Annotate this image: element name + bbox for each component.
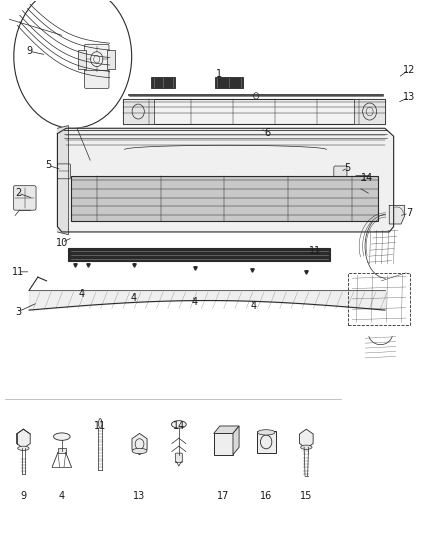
FancyBboxPatch shape [151,77,175,88]
Polygon shape [233,426,239,455]
FancyBboxPatch shape [175,453,182,463]
Text: 4: 4 [251,301,257,311]
Polygon shape [17,429,30,448]
Text: 14: 14 [173,421,185,431]
Text: 1: 1 [216,69,222,79]
Text: 14: 14 [361,173,374,183]
FancyBboxPatch shape [85,70,109,88]
Text: 10: 10 [56,238,68,247]
Text: 5: 5 [46,160,52,171]
Text: 5: 5 [345,163,351,173]
FancyBboxPatch shape [354,99,385,124]
Polygon shape [57,128,394,232]
Polygon shape [132,433,147,455]
FancyBboxPatch shape [57,164,71,179]
Text: 9: 9 [20,491,26,501]
FancyBboxPatch shape [58,448,66,453]
FancyBboxPatch shape [215,77,243,88]
Ellipse shape [300,445,312,449]
FancyBboxPatch shape [257,431,276,453]
Text: 3: 3 [15,306,21,317]
Text: 16: 16 [260,491,272,501]
Text: 11: 11 [309,246,321,255]
FancyBboxPatch shape [214,433,233,455]
Ellipse shape [171,421,186,428]
Text: 4: 4 [131,293,137,303]
FancyBboxPatch shape [71,176,378,221]
Text: 6: 6 [264,127,270,138]
FancyBboxPatch shape [123,99,153,124]
Text: 13: 13 [403,92,415,102]
Ellipse shape [258,430,275,435]
FancyBboxPatch shape [85,44,109,74]
Text: 13: 13 [134,491,146,501]
Polygon shape [214,426,239,433]
FancyBboxPatch shape [107,50,115,69]
Text: 17: 17 [217,491,230,501]
FancyBboxPatch shape [78,50,86,69]
FancyBboxPatch shape [13,185,36,210]
FancyBboxPatch shape [334,166,347,181]
FancyBboxPatch shape [123,99,385,124]
Text: 7: 7 [406,208,412,219]
Polygon shape [300,429,313,448]
Ellipse shape [132,448,147,454]
Text: 11: 11 [94,421,106,431]
Text: 2: 2 [15,188,21,198]
Ellipse shape [99,418,102,428]
Text: 15: 15 [300,491,312,501]
Polygon shape [57,126,68,235]
Text: 4: 4 [78,289,85,299]
Text: 12: 12 [403,65,415,75]
Text: 4: 4 [192,297,198,307]
Text: 11: 11 [12,267,24,277]
Ellipse shape [18,446,29,450]
FancyBboxPatch shape [355,175,370,188]
FancyBboxPatch shape [68,248,330,261]
Text: 9: 9 [26,46,32,56]
Ellipse shape [53,433,70,440]
Polygon shape [389,205,405,224]
Text: 4: 4 [59,491,65,501]
